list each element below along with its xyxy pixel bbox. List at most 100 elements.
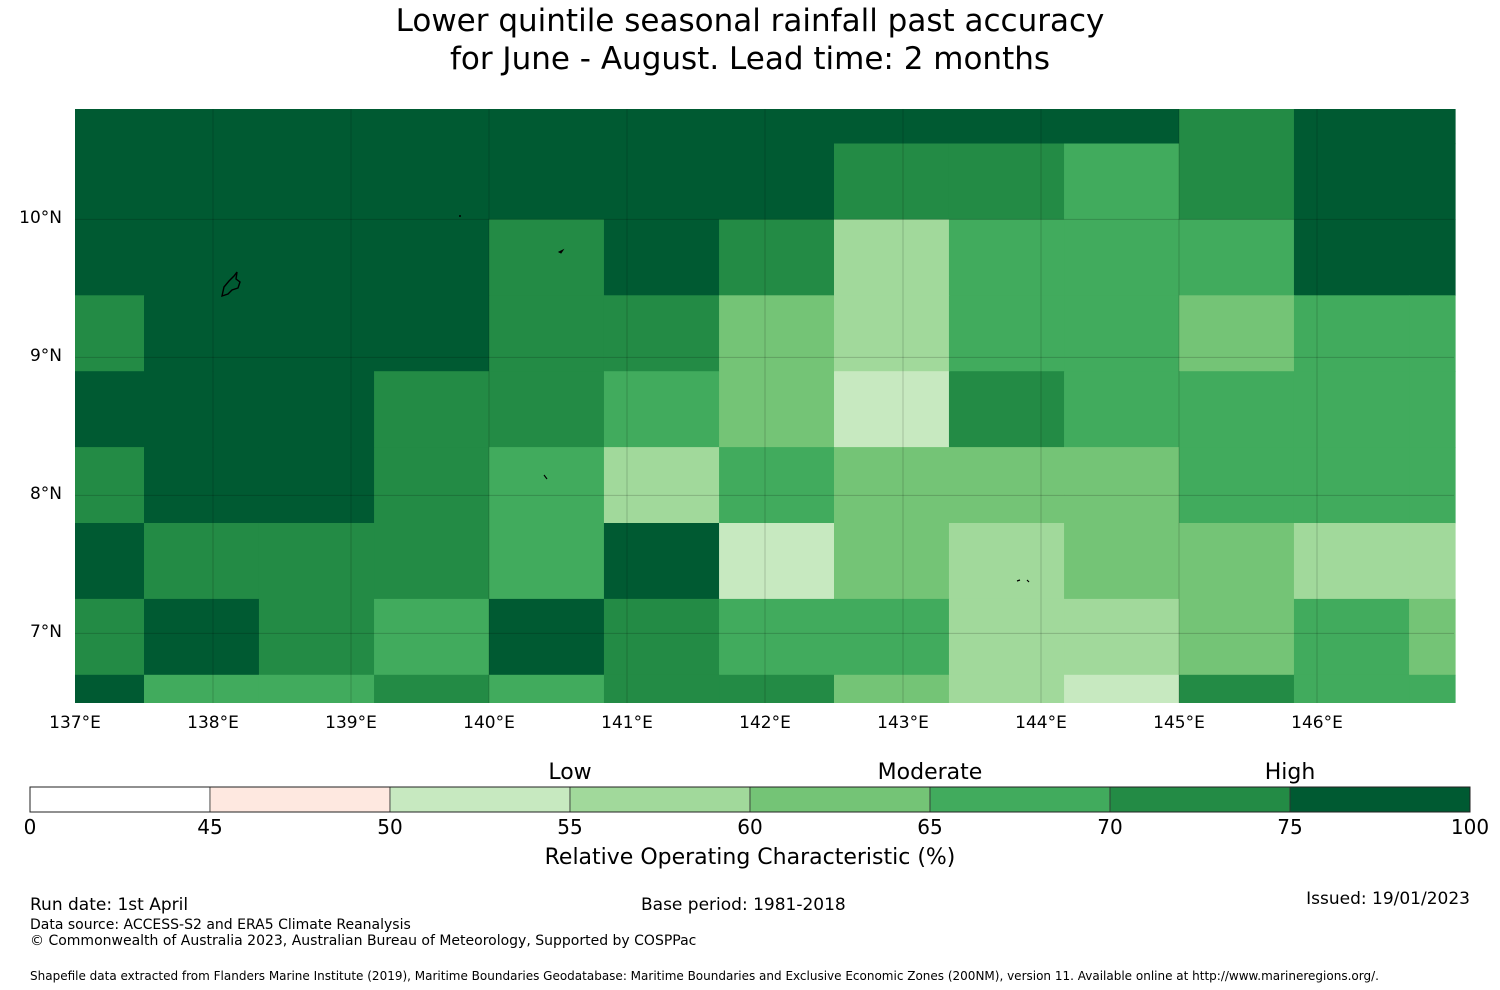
map-cell xyxy=(719,674,835,703)
island-shape xyxy=(543,474,548,480)
map-cell xyxy=(1179,447,1295,524)
map-cell xyxy=(603,523,720,600)
map-title-line-1: Lower quintile seasonal rainfall past ac… xyxy=(395,3,1105,39)
map-cell xyxy=(719,143,835,220)
map-cell xyxy=(1293,143,1410,220)
map-cell xyxy=(603,598,720,676)
latitude-tick-label: 7°N xyxy=(29,622,62,643)
map-cell xyxy=(1064,109,1180,145)
map-cell xyxy=(1064,143,1180,220)
map-cell xyxy=(1179,598,1295,676)
map-cell xyxy=(1409,219,1456,296)
map-cell xyxy=(948,598,1065,676)
longitude-tick-label: 142°E xyxy=(739,713,791,733)
colorbar-bin xyxy=(749,786,931,813)
map-cell xyxy=(1179,109,1295,145)
map-cell xyxy=(1064,523,1180,600)
map-cell xyxy=(144,143,260,220)
colorbar-tick-label: 100 xyxy=(1450,815,1490,839)
map-cell xyxy=(948,447,1065,524)
map-cell xyxy=(489,447,605,524)
map-cell xyxy=(834,447,950,524)
map-cell xyxy=(75,109,145,145)
map-cell xyxy=(258,371,375,448)
longitude-tick-label: 145°E xyxy=(1153,713,1205,733)
map-cell xyxy=(1293,523,1410,600)
map-cell xyxy=(1064,674,1180,703)
map-cell xyxy=(489,219,605,296)
map-cell xyxy=(603,447,720,524)
island-shape xyxy=(1016,579,1021,582)
map-cell xyxy=(719,523,835,600)
colorbar-tick-label: 0 xyxy=(23,815,37,839)
issued-date: Issued: 19/01/2023 xyxy=(1306,889,1470,909)
colorbar-bin xyxy=(1109,786,1291,813)
map-cell xyxy=(1179,295,1295,372)
map-cell xyxy=(1409,598,1456,676)
map-cell xyxy=(258,109,375,145)
colorbar-tick-label: 55 xyxy=(557,815,583,839)
map-cell xyxy=(1409,109,1456,145)
map-cell xyxy=(1293,674,1410,703)
map-cell xyxy=(719,447,835,524)
map-cell xyxy=(489,674,605,703)
colorbar-tick-label: 60 xyxy=(737,815,763,839)
colorbar-tick-label: 65 xyxy=(917,815,943,839)
map-cell xyxy=(1409,371,1456,448)
map-cell xyxy=(603,674,720,703)
map-cell xyxy=(75,295,145,372)
colorbar-level-label: High xyxy=(1264,760,1316,785)
map-cell xyxy=(948,523,1065,600)
longitude-tick-label: 137°E xyxy=(49,713,101,733)
map-cell xyxy=(603,219,720,296)
latitude-tick-label: 9°N xyxy=(29,346,62,367)
map-cell xyxy=(144,109,260,145)
map-cell xyxy=(258,523,375,600)
map-cell xyxy=(834,295,950,372)
map-cell xyxy=(374,143,490,220)
map-cell xyxy=(258,598,375,676)
colorbar-bin xyxy=(209,786,391,813)
map-cell xyxy=(1064,598,1180,676)
map-cell xyxy=(374,447,490,524)
map-cell xyxy=(489,143,605,220)
island-shape xyxy=(459,215,461,217)
map-cell xyxy=(258,143,375,220)
map-cell xyxy=(1293,371,1410,448)
map-cell xyxy=(1409,295,1456,372)
map-cell xyxy=(374,371,490,448)
map-cell xyxy=(258,219,375,296)
colorbar-bin xyxy=(929,786,1111,813)
map-cell xyxy=(144,219,260,296)
map-cell xyxy=(603,295,720,372)
map-cell xyxy=(1179,674,1295,703)
map-cell xyxy=(719,109,835,145)
colorbar-tick-label: 45 xyxy=(197,815,223,839)
map-cell xyxy=(144,295,260,372)
colorbar-bin xyxy=(29,786,211,813)
map-cell xyxy=(75,674,145,703)
map-cell xyxy=(489,109,605,145)
shapefile-credit: Shapefile data extracted from Flanders M… xyxy=(30,969,1379,983)
map-cell xyxy=(948,674,1065,703)
copyright-notice: © Commonwealth of Australia 2023, Austra… xyxy=(30,933,697,949)
map-cell xyxy=(1179,143,1295,220)
map-cell xyxy=(834,523,950,600)
map-cell xyxy=(603,371,720,448)
island-shape xyxy=(221,271,241,298)
map-cell xyxy=(1409,674,1456,703)
map-cell xyxy=(1409,143,1456,220)
colorbar-tick-label: 75 xyxy=(1277,815,1303,839)
run-date: Run date: 1st April xyxy=(30,895,189,915)
map-cell xyxy=(834,109,950,145)
map-cell xyxy=(948,219,1065,296)
map-cell xyxy=(719,371,835,448)
map-cell xyxy=(1293,109,1410,145)
map-cell xyxy=(374,674,490,703)
longitude-tick-label: 146°E xyxy=(1291,713,1343,733)
longitude-tick-label: 141°E xyxy=(601,713,653,733)
colorbar-frame xyxy=(29,786,1471,813)
latitude-tick-label: 8°N xyxy=(29,484,62,505)
colorbar-bin xyxy=(389,786,571,813)
map-cell xyxy=(144,598,260,676)
